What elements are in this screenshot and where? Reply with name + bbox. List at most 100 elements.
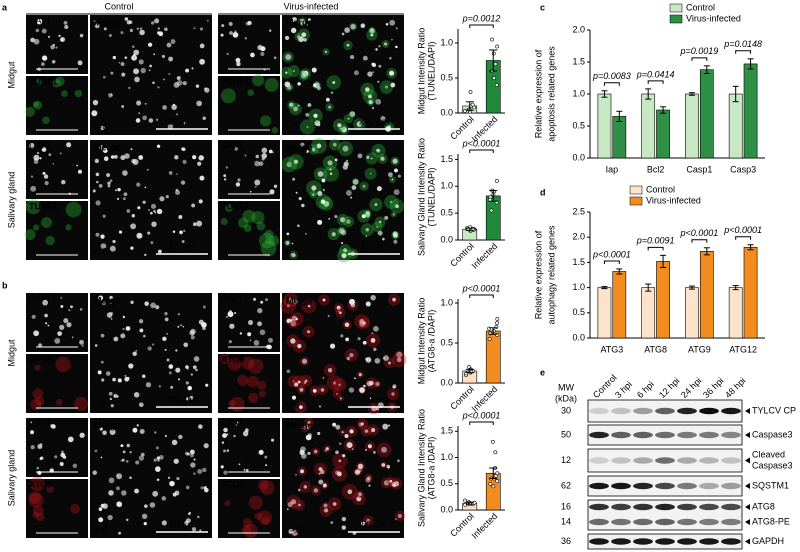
nucleus <box>306 424 311 429</box>
scale-label: 50 µm <box>361 241 386 251</box>
nucleus <box>192 222 197 227</box>
nucleus <box>133 392 140 398</box>
y-tick-label: 0.0 <box>440 107 453 117</box>
nucleus <box>100 503 105 508</box>
nucleus <box>372 450 376 454</box>
nucleus <box>298 503 301 507</box>
nucleus <box>118 61 121 64</box>
nucleus <box>129 28 134 33</box>
nucleus <box>370 338 376 343</box>
nucleus <box>338 459 342 463</box>
nucleus <box>199 58 205 65</box>
nucleus <box>396 357 402 363</box>
x-tick-label: ATG8 <box>644 344 667 354</box>
nucleus <box>159 455 164 460</box>
signal <box>32 101 39 108</box>
nucleus <box>301 32 307 38</box>
nucleus <box>365 357 368 361</box>
blot-band <box>677 431 697 439</box>
nucleus <box>363 384 366 388</box>
nucleus <box>179 230 183 235</box>
nucleus <box>92 99 99 106</box>
column-header: Virus-infected <box>284 1 339 11</box>
signal <box>242 209 256 223</box>
nucleus <box>164 311 168 316</box>
nucleus <box>93 19 97 23</box>
nucleus <box>375 381 380 387</box>
stain-label: DAPI <box>221 140 242 150</box>
nucleus <box>245 468 249 472</box>
nucleus <box>298 197 302 201</box>
nucleus <box>336 471 342 477</box>
signal <box>259 480 275 495</box>
blot-band <box>633 518 653 526</box>
signal <box>248 392 259 404</box>
nucleus <box>344 27 350 33</box>
nucleus <box>181 147 185 151</box>
nucleus <box>144 102 147 105</box>
marker-label: TUNEL <box>29 76 59 86</box>
nucleus <box>247 20 252 26</box>
nucleus <box>135 460 140 465</box>
marker-label: TUNEL <box>29 201 59 211</box>
significance-bracket <box>647 80 664 84</box>
nucleus <box>173 458 179 464</box>
nucleus <box>126 518 129 522</box>
blot-band <box>721 538 741 545</box>
nucleus <box>307 420 311 425</box>
merge-label: Merge <box>94 295 121 305</box>
nucleus <box>41 147 47 152</box>
nucleus <box>125 326 131 331</box>
nucleus <box>44 313 48 318</box>
nucleus <box>94 344 98 347</box>
nucleus <box>106 173 111 177</box>
signal <box>24 229 36 241</box>
y-tick-label: 2.5 <box>572 206 585 216</box>
x-tick-label: ATG12 <box>729 344 757 354</box>
nucleus <box>360 422 364 426</box>
data-point <box>468 90 473 94</box>
nucleus <box>317 431 321 436</box>
nucleus <box>366 155 370 159</box>
nucleus <box>108 33 112 37</box>
nucleus <box>190 453 194 458</box>
data-point <box>463 498 467 503</box>
nucleus <box>100 456 103 459</box>
nucleus <box>293 159 299 164</box>
nucleus <box>164 317 169 322</box>
marker-label: TUNEL <box>221 201 251 211</box>
blot-band <box>655 407 675 415</box>
nucleus <box>384 42 388 46</box>
blot-band <box>699 407 719 415</box>
nucleus <box>148 69 151 72</box>
nucleus <box>115 189 117 192</box>
blot-band <box>611 407 631 415</box>
y-axis-label: Relative expression of <box>533 49 543 138</box>
nucleus <box>35 28 40 33</box>
signal <box>74 89 83 98</box>
nucleus <box>51 59 56 64</box>
nucleus <box>249 190 252 193</box>
nucleus <box>297 380 301 384</box>
nucleus <box>134 488 140 494</box>
nucleus <box>138 319 144 324</box>
nucleus <box>325 97 330 102</box>
nucleus <box>187 385 193 391</box>
nucleus <box>102 430 107 436</box>
nucleus <box>190 462 196 468</box>
nucleus <box>126 443 131 448</box>
nucleus <box>76 164 78 167</box>
signal <box>33 100 43 110</box>
nucleus <box>164 348 167 351</box>
nucleus <box>170 385 174 389</box>
nucleus <box>285 54 292 61</box>
x-tick-label: ATG3 <box>600 344 623 354</box>
nucleus <box>222 433 227 438</box>
nucleus <box>150 241 154 245</box>
sample-size: n=10 <box>284 524 304 534</box>
band-label: Caspase3 <box>752 429 793 439</box>
nucleus <box>301 203 305 208</box>
data-point <box>495 479 500 484</box>
nucleus <box>81 344 84 347</box>
nucleus <box>47 324 50 327</box>
